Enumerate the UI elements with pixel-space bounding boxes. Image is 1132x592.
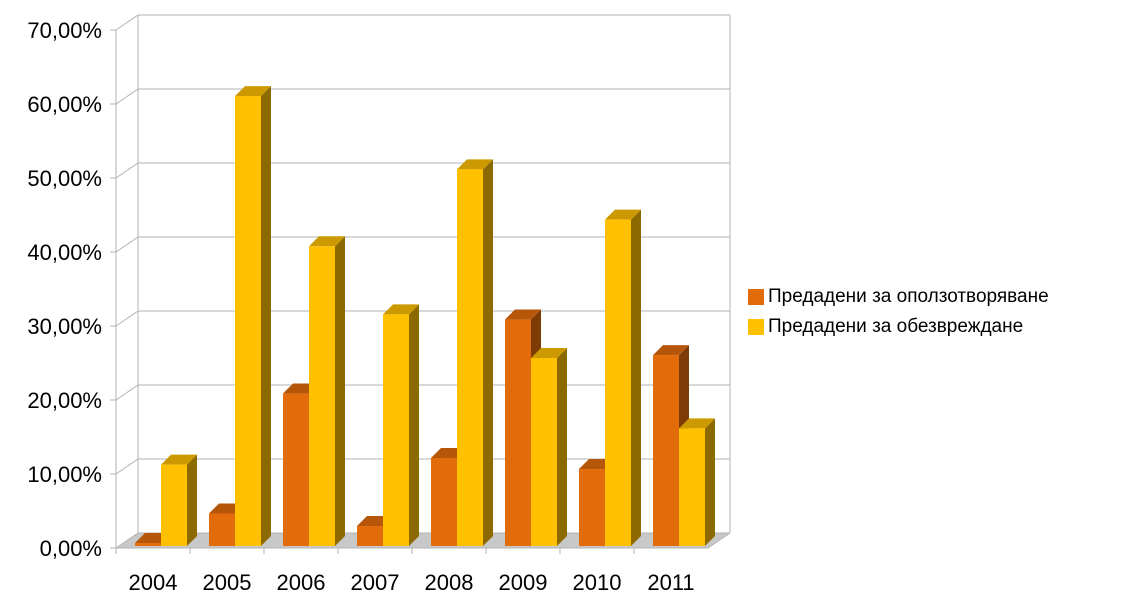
- bar-side: [335, 236, 345, 547]
- bar-top: [235, 86, 271, 97]
- bar-front: [431, 457, 457, 546]
- bar-top: [383, 304, 419, 315]
- bar-top: [531, 348, 567, 359]
- bar-front: [357, 526, 383, 546]
- x-tick-label: 2007: [351, 570, 400, 592]
- bar-side: [409, 304, 419, 546]
- bar-side: [557, 348, 567, 546]
- x-tick-label: 2008: [425, 570, 474, 592]
- bar-front: [209, 513, 235, 546]
- x-tick-label: 2010: [573, 570, 622, 592]
- x-tick-label: 2006: [277, 570, 326, 592]
- bar-front: [579, 469, 605, 546]
- bar-front: [383, 314, 409, 546]
- legend-item-series-1: Предадени за оползотворяване: [748, 282, 1049, 312]
- bar-front: [457, 169, 483, 546]
- legend-label-series-1: Предадени за оползотворяване: [768, 286, 1049, 307]
- gridline-side: [115, 310, 139, 327]
- bar-top: [161, 454, 197, 465]
- bar-front: [531, 358, 557, 546]
- bar-2008-series-2: [457, 159, 493, 546]
- bar-top: [605, 209, 641, 220]
- bar-side: [187, 454, 197, 546]
- x-axis-ticks: 2004 2005 2006 2007 2008 2009 2010 2011: [129, 570, 695, 592]
- y-tick-label: 40,00%: [27, 240, 102, 265]
- x-tick-label: 2005: [203, 570, 252, 592]
- y-tick-label: 60,00%: [27, 92, 102, 117]
- bar-front: [653, 355, 679, 546]
- y-axis-ticks: 0,00% 10,00% 20,00% 30,00% 40,00% 50,00% 60,00…: [27, 18, 102, 561]
- gridline-side: [115, 384, 139, 401]
- legend: Предадени за оползотворяване Предадени з…: [748, 282, 1049, 342]
- bar-front: [679, 428, 705, 546]
- bar-top: [679, 418, 715, 429]
- bar-2010-series-2: [605, 209, 641, 546]
- bar-top: [457, 159, 493, 170]
- y-tick-label: 20,00%: [27, 388, 102, 413]
- x-tick-label: 2009: [499, 570, 548, 592]
- bar-front: [135, 543, 161, 546]
- bar-2007-series-2: [383, 304, 419, 546]
- bar-2005-series-2: [235, 86, 271, 546]
- bar-side: [705, 418, 715, 546]
- legend-swatch-series-2: [748, 319, 764, 335]
- x-tick-label: 2011: [647, 570, 694, 592]
- y-tick-label: 0,00%: [40, 536, 102, 561]
- bar-front: [605, 219, 631, 546]
- bar-front: [283, 393, 309, 546]
- bar-front: [505, 319, 531, 546]
- floor-right-edge: [707, 532, 731, 549]
- y-tick-label: 30,00%: [27, 314, 102, 339]
- gridline-side: [115, 88, 139, 105]
- bar-top: [309, 236, 345, 247]
- gridline-side: [115, 532, 139, 549]
- bar-2004-series-2: [161, 454, 197, 546]
- bar-2011-series-2: [679, 418, 715, 546]
- legend-item-series-2: Предадени за обезвреждане: [748, 312, 1049, 342]
- gridline-side: [115, 14, 139, 31]
- gridline-side: [115, 236, 139, 253]
- bar-2009-series-2: [531, 348, 567, 546]
- legend-label-series-2: Предадени за обезвреждане: [768, 316, 1024, 337]
- gridline-side: [115, 458, 139, 475]
- y-tick-label: 10,00%: [27, 462, 102, 487]
- gridline-side: [115, 162, 139, 179]
- bar-top: [505, 309, 541, 320]
- y-tick-label: 50,00%: [27, 166, 102, 191]
- bar-side: [631, 209, 641, 546]
- y-tick-label: 70,00%: [27, 18, 102, 43]
- legend-swatch-series-1: [748, 289, 764, 305]
- x-tick-label: 2004: [129, 570, 178, 592]
- bar-side: [483, 159, 493, 546]
- bar-front: [235, 96, 261, 546]
- bar-side: [261, 86, 271, 546]
- bar-front: [309, 246, 335, 547]
- bar-front: [161, 464, 187, 546]
- bars: [135, 86, 715, 547]
- bar-2006-series-2: [309, 236, 345, 547]
- bar-top: [653, 345, 689, 356]
